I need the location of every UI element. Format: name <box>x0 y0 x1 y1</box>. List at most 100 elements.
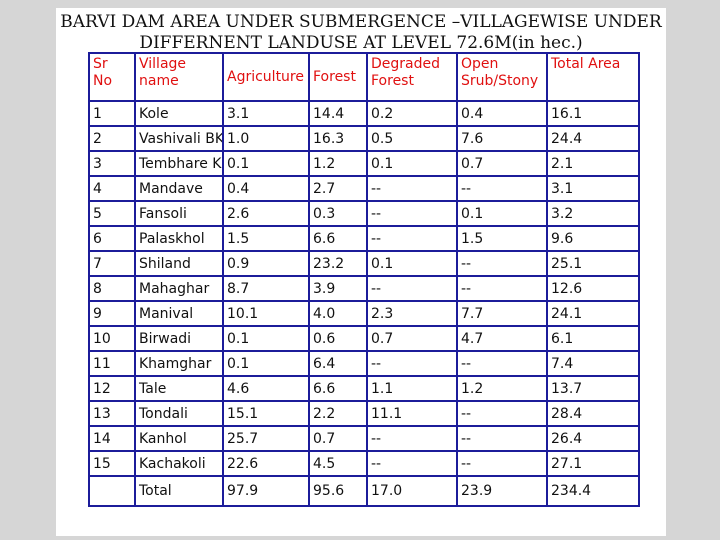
forest-cell: 4.0 <box>308 300 368 327</box>
sr-no-cell: 14 <box>88 425 136 452</box>
village-name-cell: Palaskhol <box>134 225 224 252</box>
open-srub-stony-cell: 0.4 <box>456 100 548 127</box>
open-srub-stony-cell: -- <box>456 275 548 302</box>
forest-cell: 2.2 <box>308 400 368 427</box>
village-name-cell: Tale <box>134 375 224 402</box>
sr-no-cell: 15 <box>88 450 136 477</box>
forest-cell: 0.6 <box>308 325 368 352</box>
village-name-cell: Kachakoli <box>134 450 224 477</box>
total-area-cell: 13.7 <box>546 375 640 402</box>
forest-cell: 6.6 <box>308 225 368 252</box>
open-srub-stony-cell: -- <box>456 350 548 377</box>
degraded-forest-cell: -- <box>366 350 458 377</box>
total-area-cell: 26.4 <box>546 425 640 452</box>
table-row: 8 Mahaghar 8.7 3.9 -- -- 12.6 <box>88 275 640 302</box>
forest-cell: 3.9 <box>308 275 368 302</box>
village-name-cell: Manival <box>134 300 224 327</box>
total-area-cell: 25.1 <box>546 250 640 277</box>
open-srub-stony-cell: 1.5 <box>456 225 548 252</box>
total-area-cell: 27.1 <box>546 450 640 477</box>
village-name-cell: Kanhol <box>134 425 224 452</box>
total-forest: 95.6 <box>308 475 368 507</box>
total-label: Total <box>134 475 224 507</box>
degraded-forest-cell: -- <box>366 275 458 302</box>
table-row: 2 Vashivali BK 1.0 16.3 0.5 7.6 24.4 <box>88 125 640 152</box>
total-row: Total 97.9 95.6 17.0 23.9 234.4 <box>88 475 640 507</box>
agriculture-cell: 8.7 <box>222 275 310 302</box>
total-area-cell: 9.6 <box>546 225 640 252</box>
village-name-cell: Vashivali BK <box>134 125 224 152</box>
village-name-cell: Mandave <box>134 175 224 202</box>
title-line-2: DIFFERNENT LANDUSE AT LEVEL 72.6M(in hec… <box>139 33 583 53</box>
agriculture-cell: 22.6 <box>222 450 310 477</box>
total-sr-cell <box>88 475 136 507</box>
agriculture-cell: 0.9 <box>222 250 310 277</box>
forest-cell: 16.3 <box>308 125 368 152</box>
title-line-1: BARVI DAM AREA UNDER SUBMERGENCE –VILLAG… <box>60 12 662 32</box>
village-name-cell: Kole <box>134 100 224 127</box>
table-row: 11 Khamghar 0.1 6.4 -- -- 7.4 <box>88 350 640 377</box>
degraded-forest-cell: 1.1 <box>366 375 458 402</box>
degraded-forest-cell: 0.1 <box>366 150 458 177</box>
total-area-cell: 2.1 <box>546 150 640 177</box>
agriculture-cell: 0.4 <box>222 175 310 202</box>
table-row: 4 Mandave 0.4 2.7 -- -- 3.1 <box>88 175 640 202</box>
degraded-forest-cell: 0.1 <box>366 250 458 277</box>
table-row: 5 Fansoli 2.6 0.3 -- 0.1 3.2 <box>88 200 640 227</box>
degraded-forest-cell: -- <box>366 450 458 477</box>
degraded-forest-cell: 2.3 <box>366 300 458 327</box>
forest-cell: 14.4 <box>308 100 368 127</box>
header-agriculture: Agriculture <box>222 52 310 102</box>
open-srub-stony-cell: 0.7 <box>456 150 548 177</box>
header-degraded-forest: Degraded Forest <box>366 52 458 102</box>
village-name-cell: Shiland <box>134 250 224 277</box>
degraded-forest-cell: -- <box>366 200 458 227</box>
open-srub-stony-cell: 0.1 <box>456 200 548 227</box>
sr-no-cell: 12 <box>88 375 136 402</box>
total-area-cell: 24.4 <box>546 125 640 152</box>
sr-no-cell: 11 <box>88 350 136 377</box>
total-area-cell: 7.4 <box>546 350 640 377</box>
table-row: 9 Manival 10.1 4.0 2.3 7.7 24.1 <box>88 300 640 327</box>
sr-no-cell: 6 <box>88 225 136 252</box>
table-row: 13 Tondali 15.1 2.2 11.1 -- 28.4 <box>88 400 640 427</box>
degraded-forest-cell: -- <box>366 225 458 252</box>
village-name-cell: Birwadi <box>134 325 224 352</box>
header-forest: Forest <box>308 52 368 102</box>
total-area-cell: 3.2 <box>546 200 640 227</box>
sr-no-cell: 3 <box>88 150 136 177</box>
header-village-name: Village name <box>134 52 224 102</box>
forest-cell: 0.3 <box>308 200 368 227</box>
village-name-cell: Mahaghar <box>134 275 224 302</box>
village-name-cell: Tondali <box>134 400 224 427</box>
total-area-cell: 16.1 <box>546 100 640 127</box>
agriculture-cell: 25.7 <box>222 425 310 452</box>
header-row: Sr No Village name Agriculture Forest De… <box>88 52 640 102</box>
open-srub-stony-cell: -- <box>456 250 548 277</box>
degraded-forest-cell: 0.7 <box>366 325 458 352</box>
agriculture-cell: 0.1 <box>222 350 310 377</box>
open-srub-stony-cell: 4.7 <box>456 325 548 352</box>
agriculture-cell: 0.1 <box>222 150 310 177</box>
degraded-forest-cell: -- <box>366 425 458 452</box>
header-open-srub-stony: Open Srub/Stony <box>456 52 548 102</box>
table-body: 1 Kole 3.1 14.4 0.2 0.4 16.1 2 Vashivali BK 1.0 16… <box>88 100 640 477</box>
open-srub-stony-cell: -- <box>456 400 548 427</box>
degraded-forest-cell: 0.5 <box>366 125 458 152</box>
agriculture-cell: 1.5 <box>222 225 310 252</box>
sr-no-cell: 13 <box>88 400 136 427</box>
village-name-cell: Tembhare Kh <box>134 150 224 177</box>
agriculture-cell: 0.1 <box>222 325 310 352</box>
open-srub-stony-cell: -- <box>456 175 548 202</box>
table-row: 15 Kachakoli 22.6 4.5 -- -- 27.1 <box>88 450 640 477</box>
total-open-srub-stony: 23.9 <box>456 475 548 507</box>
agriculture-cell: 10.1 <box>222 300 310 327</box>
total-degraded-forest: 17.0 <box>366 475 458 507</box>
sr-no-cell: 8 <box>88 275 136 302</box>
village-name-cell: Khamghar <box>134 350 224 377</box>
forest-cell: 23.2 <box>308 250 368 277</box>
table-row: 7 Shiland 0.9 23.2 0.1 -- 25.1 <box>88 250 640 277</box>
sr-no-cell: 10 <box>88 325 136 352</box>
degraded-forest-cell: 11.1 <box>366 400 458 427</box>
total-area-cell: 6.1 <box>546 325 640 352</box>
